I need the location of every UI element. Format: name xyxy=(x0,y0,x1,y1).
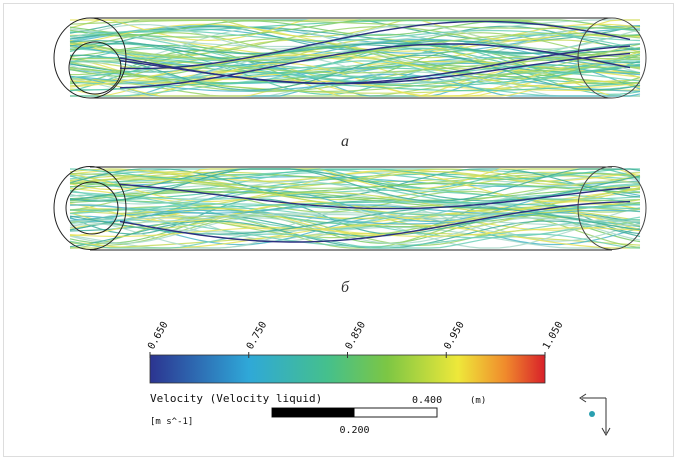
pipe xyxy=(54,167,646,251)
pipe xyxy=(54,18,646,98)
scale-half-label: 0.200 xyxy=(339,425,369,436)
colorbar-tick-label: 0.650 xyxy=(146,320,171,352)
figure: a б 0.650 0.750 0.850 0.950 1.050 Velocity (… xyxy=(0,0,678,461)
axis-triad xyxy=(580,394,610,435)
panel-label: б xyxy=(341,279,350,296)
panel-label: a xyxy=(341,133,349,150)
scale-half xyxy=(272,408,355,417)
scale-full-label: 0.400 xyxy=(412,395,442,406)
scale-unit: (m) xyxy=(470,396,486,406)
colorbar-units: [m s^-1] xyxy=(150,417,193,427)
colorbar-tick-label: 0.850 xyxy=(344,320,369,352)
pipes xyxy=(54,18,646,250)
colorbar-tick-label: 1.050 xyxy=(541,320,566,352)
pipe-end xyxy=(54,167,126,250)
colorbar-title: Velocity (Velocity liquid) xyxy=(150,392,322,405)
colorbar-ticks: 0.650 0.750 0.850 0.950 1.050 xyxy=(146,320,566,358)
colorbar-tick-label: 0.950 xyxy=(442,320,467,352)
colorbar xyxy=(150,355,545,383)
colorbar-tick-label: 0.750 xyxy=(245,320,270,352)
